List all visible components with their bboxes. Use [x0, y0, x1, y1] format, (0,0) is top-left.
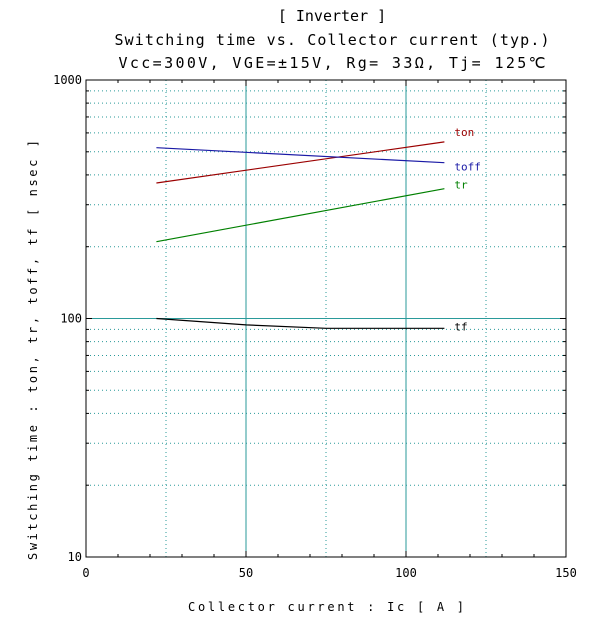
x-tick-label: 0 [82, 566, 89, 580]
series-line-tf [156, 317, 445, 329]
y-tick-label: 100 [60, 312, 82, 326]
chart-title: [ Inverter ] [278, 7, 386, 25]
x-tick-label: 100 [395, 566, 417, 580]
series-labels: ton toff tr tf [454, 126, 481, 333]
series-label-tf: tf [454, 320, 467, 333]
chart-subtitle: Switching time vs. Collector current (ty… [115, 31, 550, 49]
y-axis-label: Switching time : ton, tr, toff, tf [ nse… [26, 140, 40, 560]
series-label-toff: toff [454, 161, 481, 174]
series-label-ton: ton [454, 126, 474, 139]
y-tick-label: 10 [68, 550, 82, 564]
chart-conditions: Vcc=300V, VGE=±15V, Rg= 33Ω, Tj= 125℃ [119, 54, 546, 72]
x-axis-label: Collector current : Ic [ A ] [188, 600, 464, 614]
data-series [156, 141, 445, 329]
y-tick-label: 1000 [53, 73, 82, 87]
series-line-ton [156, 141, 445, 184]
axis-ticks: 0 50 100 150 10 100 1000 [53, 73, 577, 580]
x-tick-label: 150 [555, 566, 577, 580]
series-label-tr: tr [454, 179, 468, 192]
series-line-tr [156, 188, 445, 243]
grid-lines [86, 80, 566, 557]
x-tick-label: 50 [239, 566, 253, 580]
series-line-toff [156, 147, 445, 164]
